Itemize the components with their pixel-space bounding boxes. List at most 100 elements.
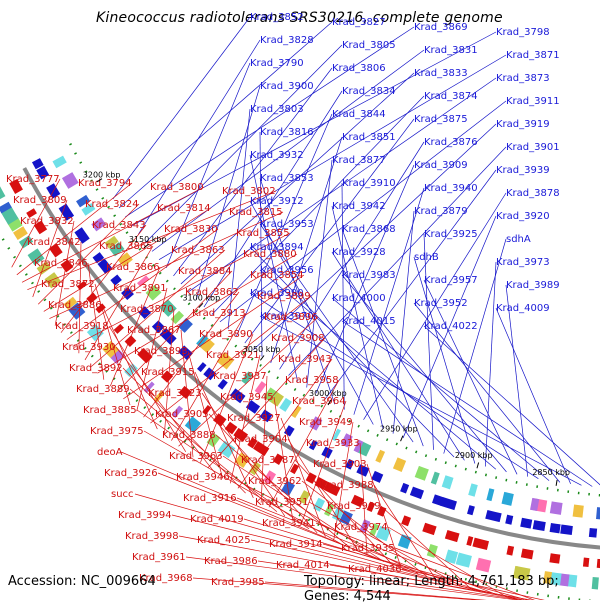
- plus-gene-label: Krad_3956: [260, 265, 314, 276]
- tick-label: 2900 kbp: [455, 451, 493, 460]
- plus-gene-label: Krad_3900: [260, 81, 314, 92]
- plus-gene-label: Krad_4009: [496, 303, 550, 314]
- plus-gene-label: Krad_3894: [250, 242, 304, 253]
- plus-gene-label: Krad_4015: [342, 316, 396, 327]
- leader-line: [207, 337, 326, 469]
- tick-mark: [476, 462, 480, 469]
- minus-gene-label: Krad_3937: [213, 371, 267, 382]
- plus-gene-label: Krad_3852: [250, 12, 304, 23]
- leader-line: [180, 329, 194, 458]
- leader-line: [187, 350, 224, 479]
- leader-line: [249, 200, 374, 425]
- leader-line: [484, 261, 497, 467]
- gene-labels: Krad_3852 Krad_3827 Krad_3869 Krad_3798 Krad…: [6, 12, 560, 588]
- leader-line: [201, 392, 286, 517]
- leader-line: [331, 205, 384, 430]
- plus-gene-label: Krad_3940: [424, 183, 478, 194]
- leader-line: [287, 438, 359, 552]
- leader-line: [308, 501, 463, 587]
- leader-line: [118, 21, 333, 209]
- leader-line: [158, 54, 507, 260]
- leader-line: [229, 354, 261, 484]
- minus-gene-label: Krad_3969: [327, 501, 381, 512]
- minus-gene-label: Krad_3903: [313, 459, 367, 470]
- leader-line: [227, 108, 251, 330]
- plus-gene-label: Krad_3912: [250, 196, 304, 207]
- leader-line: [301, 480, 428, 577]
- leader-line: [163, 308, 175, 435]
- minus-gene-label: Krad_3794: [78, 178, 132, 189]
- leader-line: [341, 274, 507, 473]
- plus-gene-label: Krad_3834: [342, 86, 396, 97]
- leader-line: [219, 100, 507, 323]
- leader-line: [325, 169, 497, 400]
- plus-gene-label: Krad_3983: [342, 270, 396, 281]
- leader-line: [373, 484, 437, 580]
- leader-line: [94, 283, 131, 406]
- minus-gene-label: Krad_3815: [229, 207, 283, 218]
- leader-line: [401, 568, 545, 600]
- plus-gene-label: Krad_3833: [414, 68, 468, 79]
- leader-line: [423, 279, 518, 475]
- plus-gene-label: Krad_3939: [496, 165, 550, 176]
- minus-gene-label: Krad_3949: [299, 417, 353, 428]
- leader-line: [257, 560, 525, 600]
- leader-line: [150, 295, 312, 424]
- minus-gene-label: deoA: [97, 447, 123, 458]
- leader-line: [134, 493, 445, 583]
- leader-line: [423, 233, 434, 450]
- leader-line: [394, 547, 535, 600]
- leader-line: [222, 455, 385, 562]
- leader-line: [43, 207, 212, 312]
- plus-gene-label: Krad_3798: [496, 27, 550, 38]
- leader-line: [363, 192, 507, 420]
- minus-gene-label: Krad_3994: [118, 510, 172, 521]
- tick-mark: [198, 302, 204, 308]
- leader-line: [249, 154, 298, 382]
- leader-line: [60, 224, 147, 333]
- leader-line: [185, 556, 521, 600]
- minus-gene-label: Krad_3889: [76, 384, 130, 395]
- minus-gene-label: Krad_3935: [341, 543, 395, 554]
- leader-line: [249, 246, 455, 458]
- leader-line: [211, 95, 425, 315]
- leader-line: [78, 241, 82, 354]
- leader-line: [387, 526, 507, 598]
- leader-line: [178, 316, 319, 447]
- plus-gene-label: Krad_3874: [424, 91, 478, 102]
- plus-gene-label: Krad_3879: [414, 206, 468, 217]
- minus-gene-label: Krad_3802: [222, 186, 276, 197]
- minus-gene-label: Krad_3962: [248, 476, 302, 487]
- tick-mark: [327, 399, 332, 406]
- plus-gene-label: Krad_3910: [342, 178, 396, 189]
- leader-line: [253, 123, 497, 351]
- minus-gene-label: Krad_3988: [320, 480, 374, 491]
- plus-gene-label: Krad_3953: [260, 219, 314, 230]
- plus-gene-label: Krad_3805: [342, 40, 396, 51]
- plus-gene-label: Krad_3911: [506, 96, 560, 107]
- leader-line: [115, 346, 216, 474]
- leader-line: [392, 210, 415, 434]
- leader-line: [331, 297, 550, 481]
- minus-gene-label: Krad_3891: [113, 283, 167, 294]
- leader-line: [259, 177, 336, 405]
- minus-gene-label: Krad_3904: [234, 434, 288, 445]
- minus-gene-label: Krad_3867: [127, 325, 181, 336]
- tick-label: 2850 kbp: [532, 468, 570, 477]
- minus-gene-label: Krad_3908: [271, 333, 325, 344]
- leader-line: [180, 72, 415, 285]
- minus-gene-label: Krad_3865: [99, 241, 153, 252]
- tick-label: 3050 kbp: [243, 345, 281, 354]
- minus-gene-label: Krad_3986: [204, 556, 258, 567]
- plus-gene-label: Krad_3989: [506, 280, 560, 291]
- minus-gene-label: Krad_3943: [278, 354, 332, 365]
- leader-line: [178, 535, 516, 599]
- leader-line: [315, 522, 498, 596]
- leader-line: [259, 269, 497, 470]
- leader-line: [16, 182, 133, 276]
- minus-gene-label: Krad_3933: [306, 438, 360, 449]
- plus-gene-label: Krad_3816: [260, 127, 314, 138]
- plus-gene-label: Krad_3851: [342, 132, 396, 143]
- tick-mark: [259, 355, 265, 361]
- leader-line: [72, 232, 291, 347]
